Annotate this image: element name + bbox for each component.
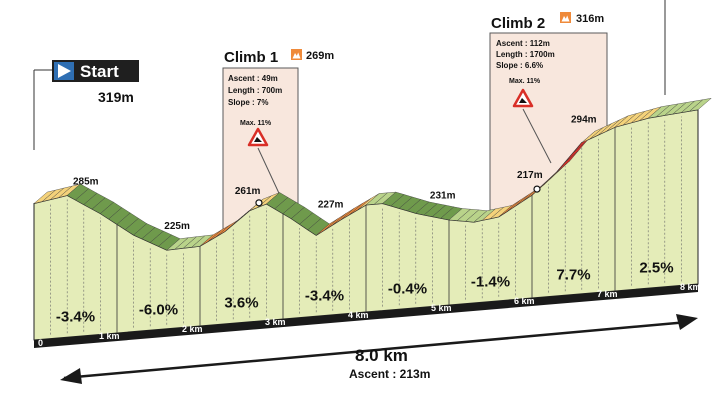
climb-2-ascent: Ascent : 112m	[496, 39, 550, 48]
summit-marker	[533, 185, 541, 193]
elevation-label: 225m	[164, 221, 190, 232]
climb-2-summit-icon	[560, 12, 571, 23]
grade-label: -3.4%	[305, 288, 344, 305]
elevation-label: 231m	[430, 190, 456, 201]
summit-marker	[255, 199, 263, 207]
elevation-label: 227m	[318, 199, 344, 210]
total-ascent-label: Ascent : 213m	[349, 367, 430, 381]
km-tick-labels: 0 1 km 2 km 3 km 4 km 5 km 6 km 7 km 8 km	[38, 282, 701, 348]
climb-1-name: Climb 1	[224, 49, 278, 66]
climb-2-length: Length : 1700m	[496, 50, 555, 59]
distance-axis	[34, 284, 698, 348]
grade-label: 3.6%	[224, 295, 258, 312]
climb-1-ascent: Ascent : 49m	[228, 74, 278, 83]
grade-label: -1.4%	[471, 274, 510, 291]
profile-layer	[33, 97, 712, 341]
km-tick-label: 1 km	[99, 331, 120, 341]
climb-2-name: Climb 2	[491, 15, 545, 32]
elevation-label: 217m	[517, 170, 543, 181]
climb-1-slope: Slope : 7%	[228, 98, 268, 107]
start-flag: Start 319m	[33, 60, 139, 150]
climb-2-slope: Slope : 6.6%	[496, 61, 543, 70]
climb-1-warning-icon	[247, 127, 269, 147]
grade-label: -6.0%	[139, 302, 178, 319]
total-distance-label: 8.0 km	[355, 346, 408, 365]
climb-1-length: Length : 700m	[228, 86, 282, 95]
climb-1-summit-elevation: 269m	[306, 50, 334, 62]
km-tick-label: 5 km	[431, 303, 452, 313]
climb-2-max: Max. 11%	[509, 78, 541, 85]
total-distance: 8.0 km Ascent : 213m	[60, 314, 698, 384]
total-distance-line	[63, 320, 689, 380]
elevation-label: 285m	[73, 177, 99, 188]
start-elevation: 319m	[98, 89, 134, 105]
climb-1-summit-icon	[291, 49, 302, 60]
km-tick-label: 6 km	[514, 296, 535, 306]
grade-label: -0.4%	[388, 281, 427, 298]
climb-1-max: Max. 11%	[240, 120, 272, 127]
start-play-icon	[58, 64, 71, 78]
arrow-right-icon	[676, 314, 698, 330]
km-tick-label: 3 km	[265, 317, 286, 327]
axis-bar	[34, 284, 698, 348]
km-tick-label: 4 km	[348, 310, 369, 320]
arrow-left-icon	[60, 368, 82, 384]
elevation-label: 261m	[235, 186, 261, 197]
climb-1-box: Climb 1 269m Ascent : 49m Length : 700m …	[222, 49, 334, 241]
elevation-labels: 285m 225m 261m 227m 231m 217m 294m	[73, 115, 597, 232]
grade-labels: -3.4% -6.0% 3.6% -3.4% -0.4% -1.4% 7.7% 2.5%	[56, 260, 674, 326]
grade-label: 2.5%	[639, 260, 673, 277]
km-tick-label: 0	[38, 338, 43, 348]
start-label: Start	[80, 62, 119, 81]
grade-label: -3.4%	[56, 309, 95, 326]
km-tick-label: 7 km	[597, 289, 618, 299]
climb-2-summit-elevation: 316m	[576, 13, 604, 25]
profile-surface-segment	[689, 97, 712, 112]
km-tick-label: 8 km	[680, 282, 701, 292]
climb-2-warning-icon	[512, 88, 534, 108]
climb-2-pointer	[522, 108, 552, 164]
km-tick-label: 2 km	[182, 324, 203, 334]
grade-label: 7.7%	[556, 267, 590, 284]
elevation-label: 294m	[571, 115, 597, 126]
